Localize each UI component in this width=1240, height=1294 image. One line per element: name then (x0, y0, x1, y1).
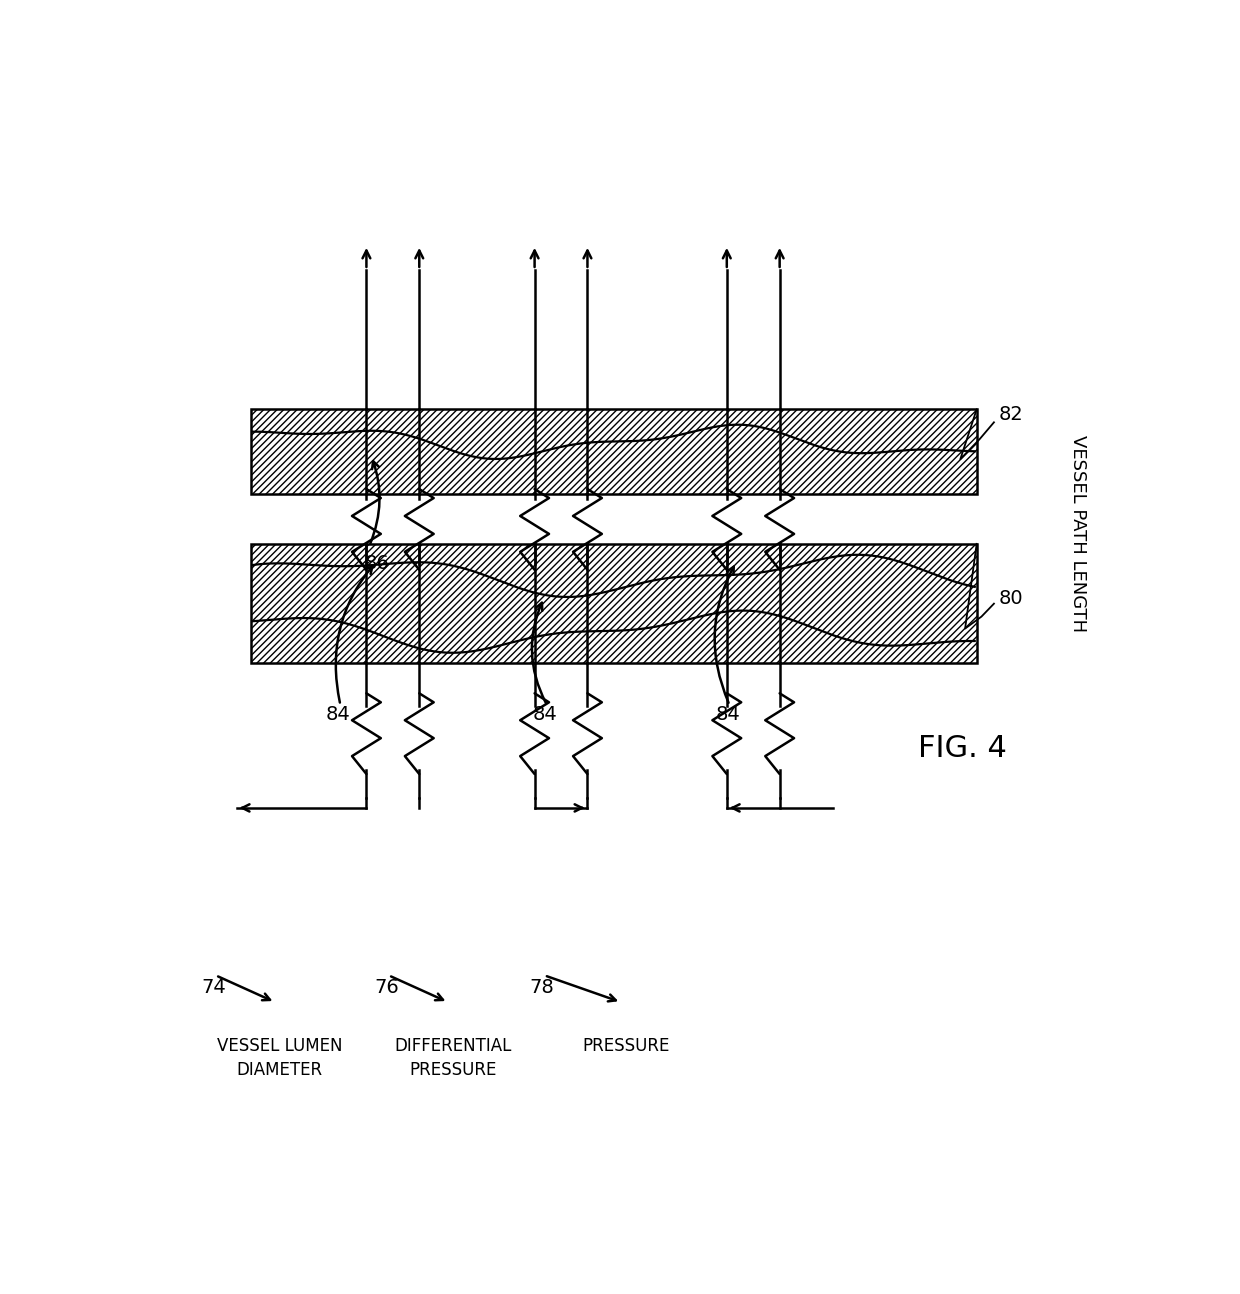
Text: 84: 84 (715, 705, 740, 725)
Text: VESSEL LUMEN
DIAMETER: VESSEL LUMEN DIAMETER (217, 1036, 342, 1079)
Text: 84: 84 (326, 705, 351, 725)
Text: FIG. 4: FIG. 4 (918, 734, 1007, 762)
Text: 78: 78 (529, 978, 554, 996)
Text: 80: 80 (998, 589, 1023, 608)
Text: 86: 86 (365, 554, 389, 573)
Text: 74: 74 (201, 978, 226, 996)
Text: PRESSURE: PRESSURE (583, 1036, 670, 1055)
Bar (250, 543, 977, 664)
Bar (250, 409, 977, 494)
Text: DIFFERENTIAL
PRESSURE: DIFFERENTIAL PRESSURE (394, 1036, 512, 1079)
Text: 82: 82 (998, 405, 1023, 424)
Text: 84: 84 (533, 705, 558, 725)
Text: VESSEL PATH LENGTH: VESSEL PATH LENGTH (1069, 435, 1086, 633)
Text: 76: 76 (374, 978, 399, 996)
